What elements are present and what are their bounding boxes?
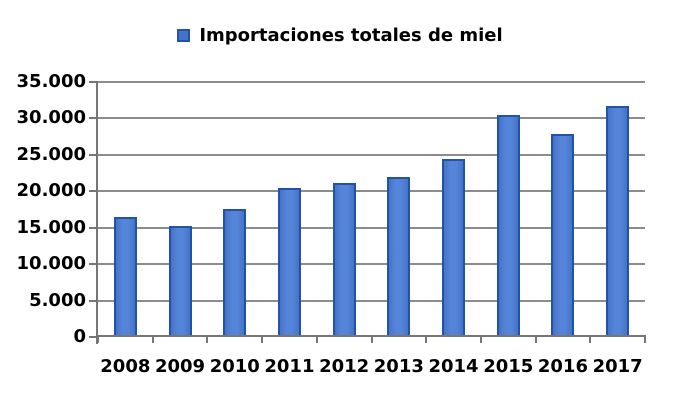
x-axis-tick <box>534 335 537 343</box>
y-axis-tick <box>89 263 98 266</box>
x-tick-label-2010: 2010 <box>209 356 260 377</box>
bar-2009 <box>168 226 192 337</box>
chart-legend: Importaciones totales de miel <box>0 24 680 46</box>
bar-2012 <box>332 182 356 337</box>
x-tick-label-2017: 2017 <box>592 356 643 377</box>
bar-2011 <box>277 188 301 337</box>
bar-2015 <box>496 114 520 337</box>
x-tick-label-2014: 2014 <box>428 356 479 377</box>
y-tick-label: 0 <box>73 326 86 347</box>
y-axis-tick <box>89 81 98 83</box>
y-axis-tick <box>89 299 98 302</box>
gridline <box>98 117 645 120</box>
y-tick-label: 35.000 <box>16 71 86 92</box>
x-axis-tick <box>370 335 373 343</box>
bar-2013 <box>387 176 411 337</box>
x-tick-label-2015: 2015 <box>483 356 534 377</box>
gridline <box>98 81 645 83</box>
x-tick-label-2011: 2011 <box>264 356 315 377</box>
y-tick-label: 10.000 <box>16 253 86 275</box>
bar-2010 <box>223 208 247 337</box>
gridline <box>98 190 645 193</box>
y-axis-tick <box>89 153 98 156</box>
y-axis-line <box>96 82 98 344</box>
y-axis-tick <box>89 226 98 229</box>
gridline <box>98 226 645 229</box>
x-axis-tick <box>479 335 482 343</box>
bar-2016 <box>551 134 575 337</box>
plot-area <box>89 81 646 344</box>
x-axis-tick <box>425 335 428 343</box>
gridline <box>98 263 645 266</box>
gridline <box>98 299 645 302</box>
x-axis-tick <box>315 335 318 343</box>
y-axis-tick <box>89 336 98 338</box>
y-tick-label: 30.000 <box>16 107 86 129</box>
x-axis-tick <box>97 335 99 343</box>
x-axis-tick <box>151 335 154 343</box>
y-tick-label: 25.000 <box>16 143 86 165</box>
legend-marker-icon <box>177 28 191 42</box>
x-tick-label-2009: 2009 <box>154 356 206 377</box>
bar-2014 <box>442 159 466 337</box>
gridline <box>98 153 645 156</box>
y-tick-label: 15.000 <box>16 216 86 238</box>
x-axis-tick <box>589 335 592 343</box>
legend-label: Importaciones totales de miel <box>199 24 503 46</box>
x-tick-label-2012: 2012 <box>319 356 370 377</box>
y-tick-label: 20.000 <box>16 180 86 202</box>
x-tick-label-2008: 2008 <box>100 356 151 377</box>
x-tick-label-2013: 2013 <box>373 356 424 377</box>
y-tick-label: 5.000 <box>29 289 86 311</box>
x-axis-tick <box>261 335 264 343</box>
bar-2008 <box>113 216 137 337</box>
bar-2017 <box>606 106 630 337</box>
y-axis-tick <box>89 190 98 193</box>
x-tick-label-2016: 2016 <box>537 356 588 377</box>
x-axis-tick <box>644 335 646 343</box>
y-axis-tick <box>89 117 98 120</box>
x-axis-tick <box>206 335 209 343</box>
